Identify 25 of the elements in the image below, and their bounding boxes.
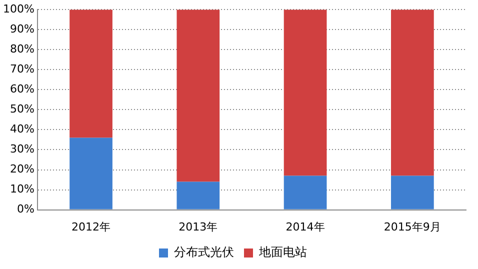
x-tick-label: 2015年9月 — [384, 220, 441, 234]
bar — [391, 176, 434, 210]
y-tick-label: 0% — [16, 202, 34, 216]
y-tick-label: 30% — [10, 142, 34, 156]
legend-label: 地面电站 — [258, 245, 307, 260]
x-tick-label: 2014年 — [286, 220, 325, 234]
y-tick-label: 50% — [10, 102, 34, 116]
y-tick-label: 100% — [2, 2, 34, 16]
y-tick-label: 70% — [10, 62, 34, 76]
bar — [391, 10, 434, 176]
bar — [70, 138, 112, 210]
y-tick-label: 10% — [10, 182, 34, 196]
bar — [176, 182, 220, 210]
x-tick-label: 2012年 — [72, 220, 111, 234]
bar — [284, 10, 327, 176]
bar — [284, 176, 327, 210]
bar — [176, 10, 220, 182]
y-tick-label: 90% — [10, 22, 34, 36]
legend-label: 分布式光伏 — [174, 245, 234, 260]
y-tick-label: 60% — [10, 82, 34, 96]
x-tick-label: 2013年 — [178, 220, 218, 234]
y-tick-label: 80% — [10, 42, 34, 56]
y-tick-label: 40% — [10, 122, 34, 136]
bar — [70, 10, 112, 138]
y-tick-label: 20% — [10, 162, 34, 176]
